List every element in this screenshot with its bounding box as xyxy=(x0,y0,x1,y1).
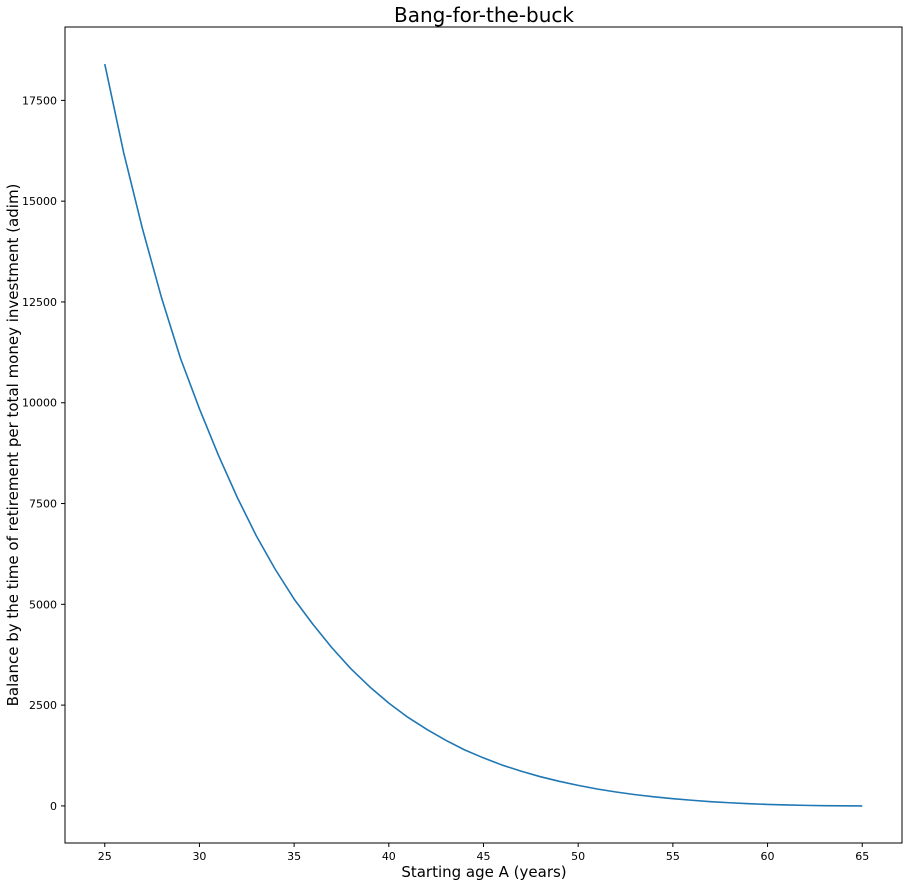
x-tick-label: 35 xyxy=(287,850,301,863)
x-tick-label: 55 xyxy=(666,850,680,863)
x-axis: 25 30 35 40 45 50 55 60 65 xyxy=(98,843,869,863)
y-tick-label: 7500 xyxy=(29,498,57,511)
y-axis-label: Balance by the time of retirement per to… xyxy=(4,184,22,707)
plot-area xyxy=(64,26,903,844)
x-axis-label: Starting age A (years) xyxy=(401,863,566,881)
y-tick-label: 5000 xyxy=(29,598,57,611)
x-tick-label: 25 xyxy=(98,850,112,863)
y-tick-label: 2500 xyxy=(29,699,57,712)
y-tick-label: 15000 xyxy=(22,195,57,208)
y-tick-label: 12500 xyxy=(22,296,57,309)
series-line xyxy=(103,63,863,807)
y-tick-label: 0 xyxy=(50,800,57,813)
x-tick-label: 60 xyxy=(761,850,775,863)
plot-frame xyxy=(64,26,903,844)
x-tick-label: 30 xyxy=(192,850,206,863)
series-layer xyxy=(103,63,863,807)
chart-title: Bang-for-the-buck xyxy=(394,3,574,27)
x-tick-label: 65 xyxy=(855,850,869,863)
y-tick-label: 10000 xyxy=(22,397,57,410)
y-tick-label: 17500 xyxy=(22,94,57,107)
y-axis: 0 2500 5000 7500 10000 12500 15000 17500 xyxy=(22,94,65,813)
x-tick-label: 45 xyxy=(477,850,491,863)
x-tick-label: 40 xyxy=(382,850,396,863)
x-tick-label: 50 xyxy=(571,850,585,863)
